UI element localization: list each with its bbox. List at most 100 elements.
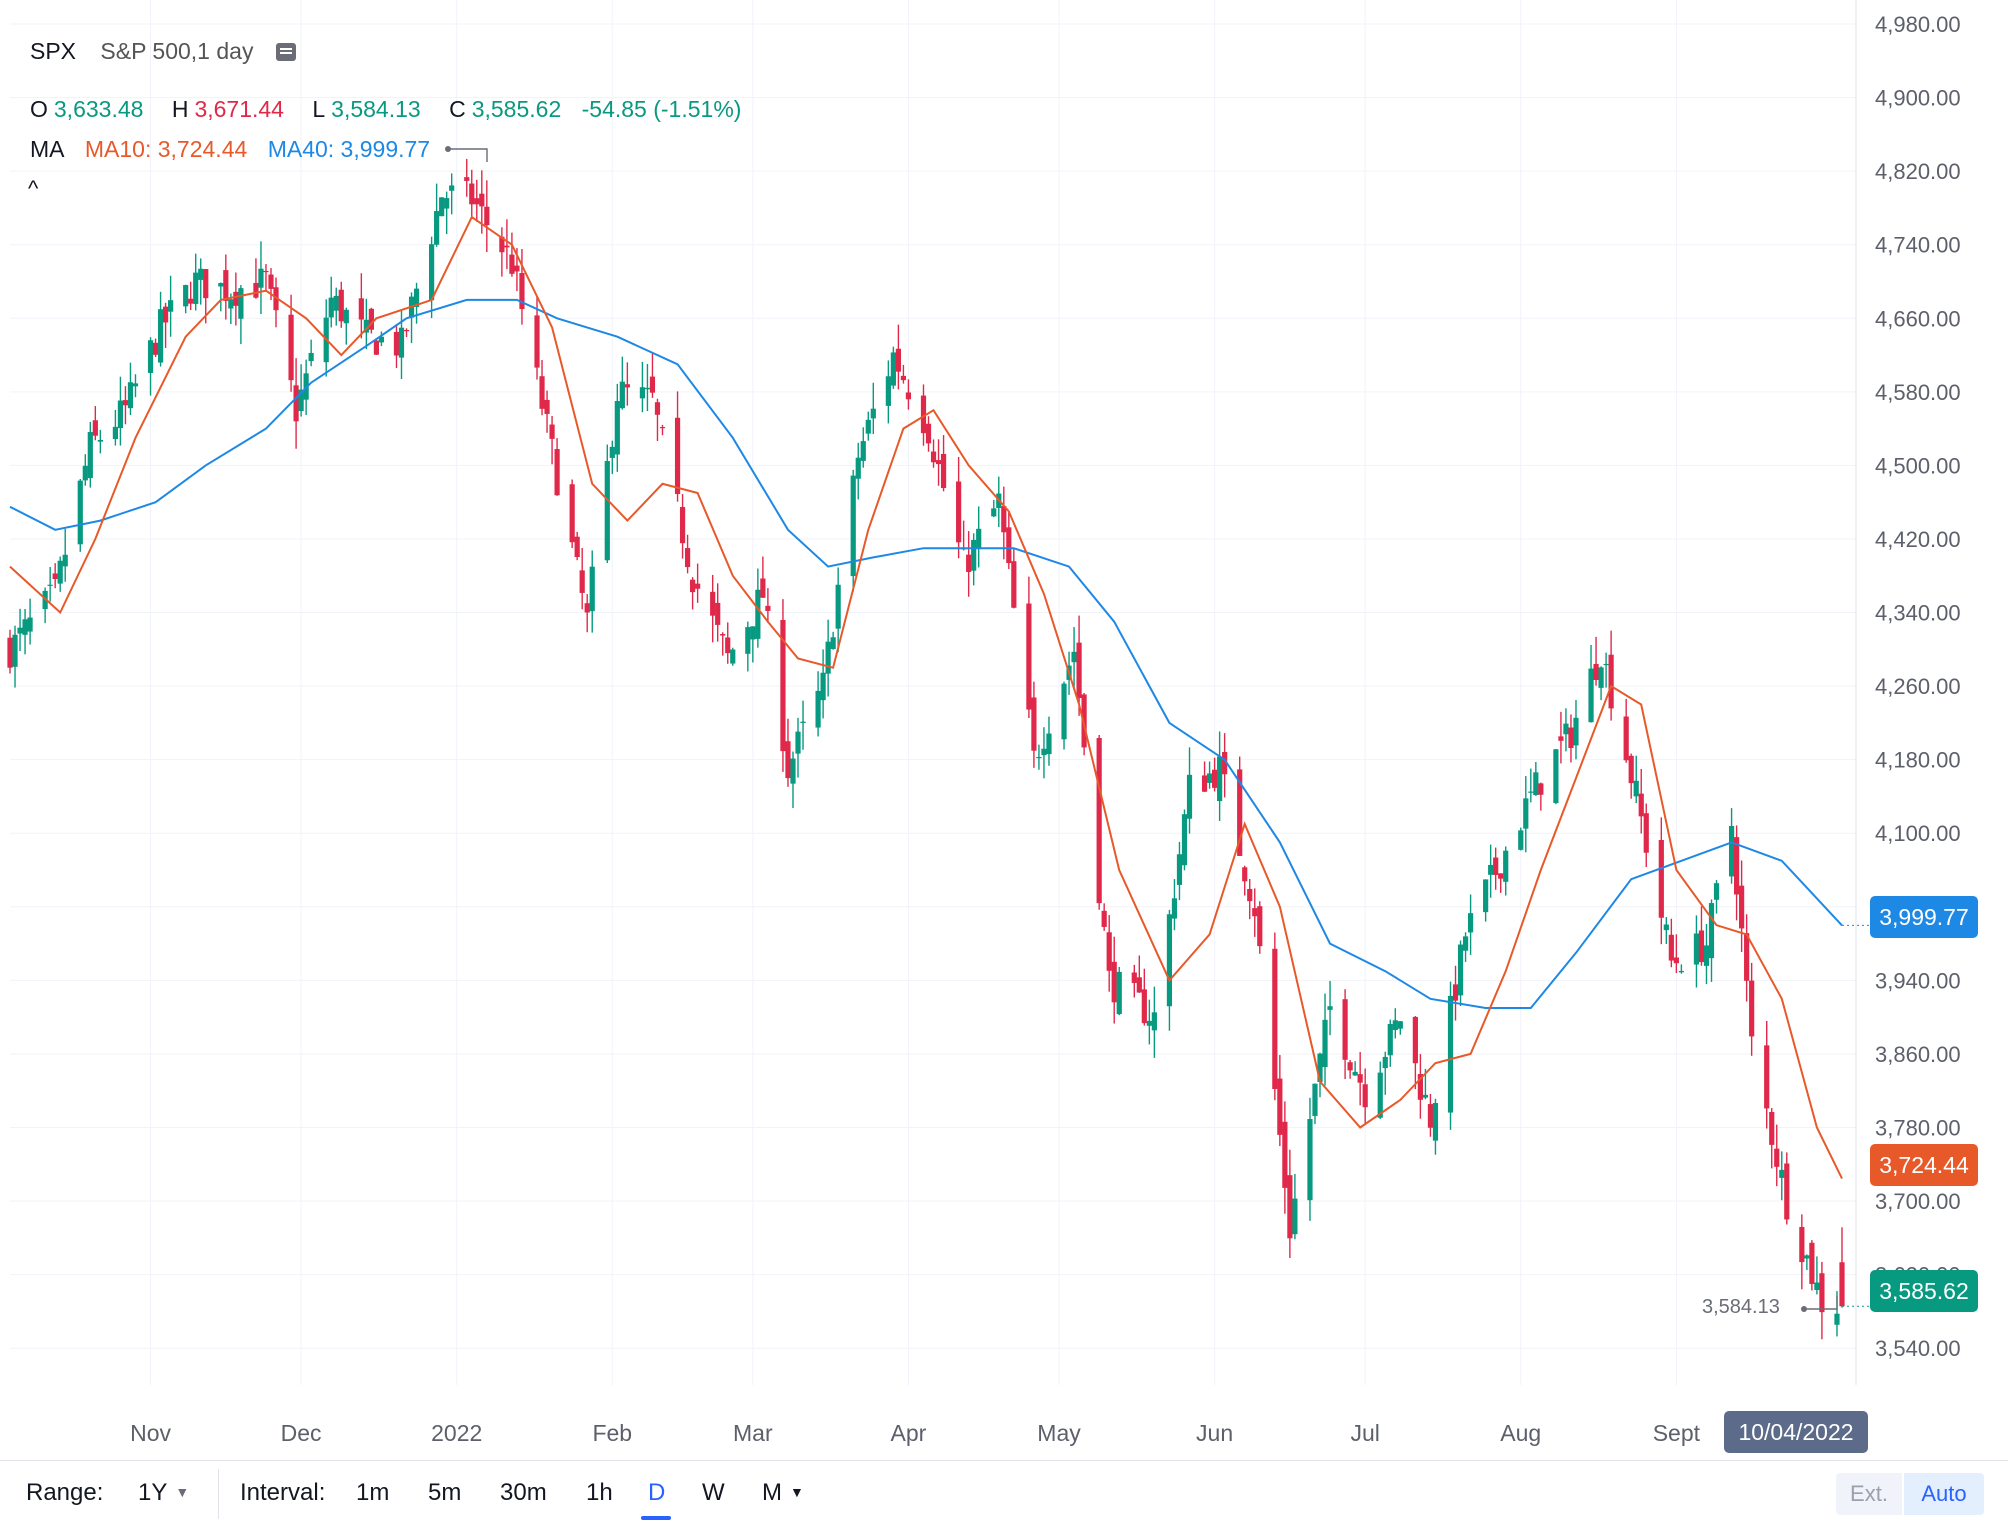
interval-1m[interactable]: 1m	[356, 1479, 390, 1506]
interval-w[interactable]: W	[702, 1479, 725, 1506]
candle-body	[1392, 1020, 1398, 1030]
candle-body	[1322, 1019, 1328, 1068]
candle-body	[127, 382, 134, 409]
candle-body	[1638, 793, 1644, 817]
candle-body	[27, 617, 33, 632]
candle	[22, 608, 28, 655]
chevron-down-icon: ▼	[175, 1484, 190, 1500]
candle-body	[1222, 751, 1228, 775]
candle	[1347, 1060, 1353, 1079]
candle	[1804, 1254, 1810, 1271]
candle-body	[1432, 1103, 1439, 1141]
list-icon[interactable]	[275, 43, 296, 61]
candle	[1146, 999, 1152, 1045]
ma40-line	[9, 298, 1843, 1009]
candle	[1673, 934, 1679, 973]
symbol-legend: SPX S&P 500,1 day	[30, 38, 302, 65]
interval-5m[interactable]: 5m	[428, 1479, 462, 1506]
candle	[1222, 733, 1228, 798]
candle	[1698, 906, 1705, 966]
candle	[47, 566, 53, 602]
candle	[825, 619, 831, 697]
candle-body	[183, 285, 189, 307]
candle	[855, 442, 861, 500]
candle-body	[1573, 717, 1579, 746]
candle	[1809, 1240, 1815, 1291]
candle	[87, 421, 93, 488]
candle-body	[1006, 527, 1012, 564]
candle	[1533, 762, 1539, 796]
candle-body	[1819, 1273, 1825, 1313]
crosshair-date-badge: 10/04/2022	[1724, 1411, 1868, 1453]
candle-body	[77, 480, 83, 545]
candle	[1327, 980, 1333, 1036]
candle-body	[900, 375, 907, 381]
range-dropdown[interactable]: 1Y ▼	[138, 1479, 189, 1507]
candle	[1136, 955, 1142, 993]
candle-body	[619, 381, 625, 409]
time-tick-label: Mar	[733, 1420, 773, 1446]
price-chart[interactable]: 4,980.00 4,900.00 4,820.00 4,740.00 4,660.00…	[0, 0, 2008, 1460]
candle-body	[690, 579, 696, 593]
candle	[800, 700, 806, 750]
price-tick-label: 4,980.00	[1875, 12, 1961, 37]
extended-hours-button[interactable]: Ext.	[1836, 1473, 1902, 1515]
candle-body	[413, 288, 420, 308]
interval-m-dropdown[interactable]: M ▼	[762, 1479, 804, 1507]
candle	[549, 416, 555, 465]
candle	[750, 626, 756, 663]
candle	[1563, 708, 1569, 752]
candle	[1292, 1173, 1298, 1240]
candle	[890, 346, 896, 389]
candle	[609, 440, 615, 474]
candle-body	[925, 423, 932, 444]
candle	[659, 424, 666, 436]
chart-toolbar: Range: 1Y ▼ Interval: 1m 5m 30m 1h D W M ▼…	[0, 1460, 2008, 1529]
candle-body	[815, 690, 821, 728]
candle	[127, 362, 134, 416]
candle	[1467, 894, 1474, 955]
candle	[1713, 880, 1720, 914]
candle	[1769, 1108, 1775, 1169]
candle-body	[233, 291, 239, 306]
candle	[1488, 844, 1494, 898]
candle-body	[223, 270, 229, 301]
time-tick-label: May	[1037, 1420, 1081, 1446]
candle-body	[1698, 930, 1705, 963]
candle	[1608, 630, 1614, 721]
candle-body	[1673, 957, 1679, 964]
candle-body	[253, 282, 259, 298]
interval-label: Interval:	[240, 1479, 326, 1506]
ma40-legend-value: MA40: 3,999.77	[267, 136, 431, 162]
interval-1h[interactable]: 1h	[586, 1479, 613, 1506]
candle	[1101, 903, 1107, 931]
candle	[1739, 860, 1745, 953]
ma10-line	[9, 215, 1843, 1180]
candle	[298, 364, 304, 417]
candle-body	[614, 400, 620, 455]
candle-body	[1457, 944, 1464, 996]
candle-body	[373, 340, 379, 355]
candle	[7, 629, 13, 674]
candle	[589, 550, 595, 633]
candle	[1031, 681, 1037, 768]
collapse-legend-icon[interactable]: ^	[28, 176, 39, 201]
candle-body	[1096, 738, 1102, 904]
candle-body	[1623, 716, 1629, 761]
candle	[1814, 1256, 1820, 1295]
auto-scale-button[interactable]: Auto	[1904, 1473, 1984, 1515]
interval-d[interactable]: D	[648, 1479, 666, 1506]
candle	[649, 352, 656, 398]
candle	[895, 324, 901, 390]
candle	[1181, 809, 1188, 871]
candle-body	[1728, 826, 1735, 877]
candle-body	[1141, 989, 1147, 1024]
candle	[760, 556, 766, 599]
candle-body	[855, 457, 861, 479]
candle-body	[1779, 1169, 1785, 1178]
interval-30m[interactable]: 30m	[500, 1479, 547, 1506]
candle-body	[328, 297, 334, 318]
candle-body	[434, 211, 440, 245]
candle	[1176, 841, 1183, 901]
candle-body	[152, 342, 159, 355]
